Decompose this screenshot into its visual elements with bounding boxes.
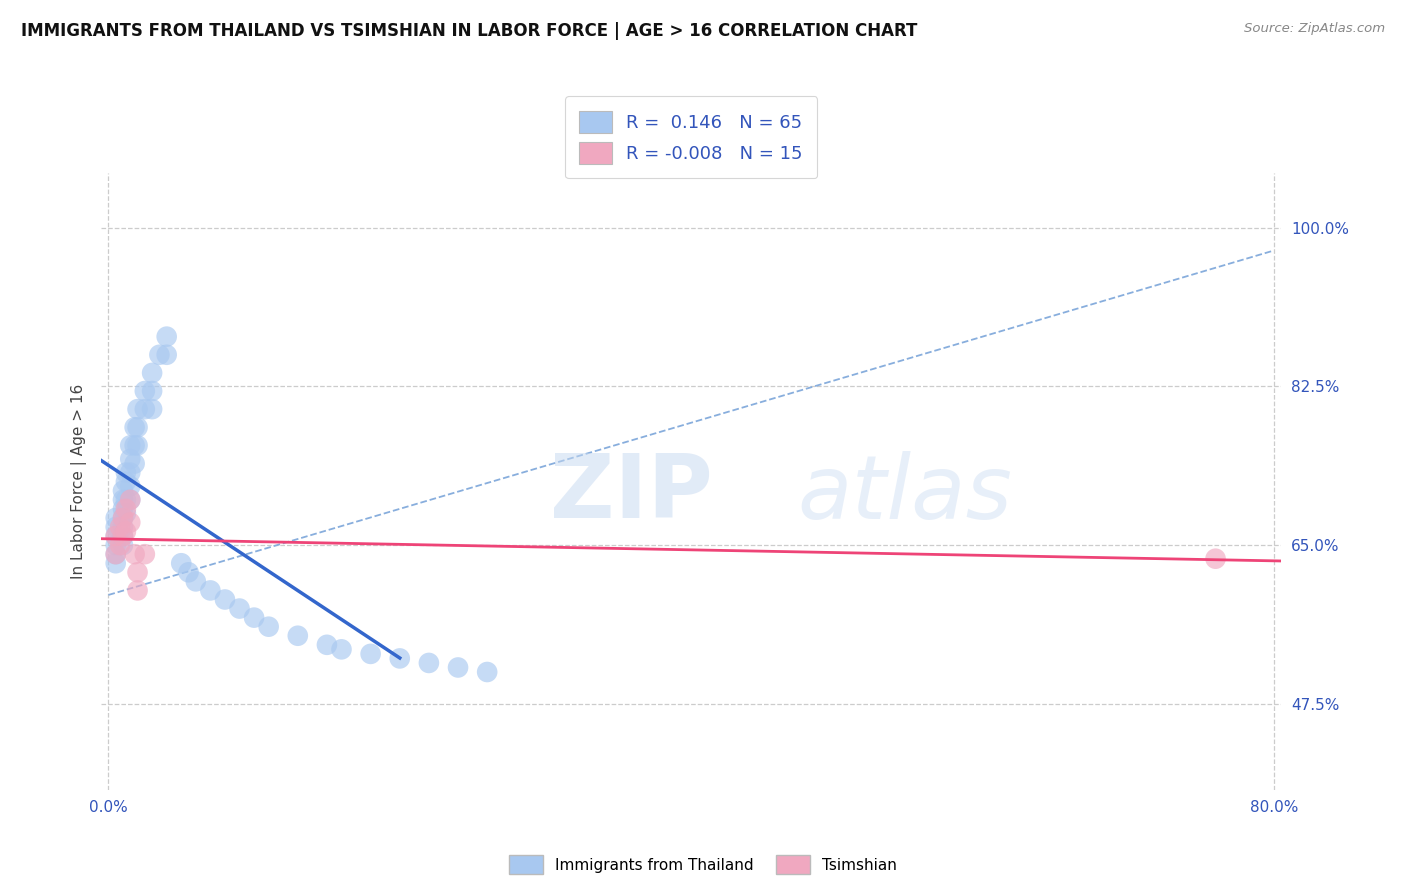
Point [111,529,134,543]
Point [111,538,134,552]
Point [111,520,134,534]
Point [111,501,134,516]
Point [115,466,138,480]
Point [124,438,146,452]
Point [156,329,179,343]
Point [316,638,339,652]
Point [228,601,250,615]
Point [170,556,193,570]
Point [141,402,163,417]
Point [214,592,236,607]
Point [177,566,200,580]
Point [111,511,134,525]
Point [108,520,131,534]
Point [111,492,134,507]
Point [1205,551,1227,566]
Point [115,524,138,539]
Point [124,457,146,471]
Point [111,483,134,498]
Point [447,660,470,674]
Text: atlas: atlas [797,451,1012,537]
Point [127,438,149,452]
Point [120,479,142,493]
Point [104,511,127,525]
Point [200,583,222,598]
Point [124,547,146,561]
Point [141,384,163,398]
Point [141,366,163,380]
Point [120,516,142,530]
Point [115,501,138,516]
Point [360,647,382,661]
Point [156,348,179,362]
Point [104,529,127,543]
Point [111,529,134,543]
Point [124,420,146,434]
Point [127,420,149,434]
Point [108,538,131,552]
Point [111,511,134,525]
Point [115,475,138,489]
Point [104,529,127,543]
Text: ZIP: ZIP [550,450,713,538]
Point [104,547,127,561]
Point [388,651,411,665]
Y-axis label: In Labor Force | Age > 16: In Labor Force | Age > 16 [72,384,87,579]
Point [127,566,149,580]
Point [475,665,498,679]
Point [127,583,149,598]
Point [134,547,156,561]
Point [104,556,127,570]
Point [104,547,127,561]
Point [148,348,170,362]
Point [287,629,309,643]
Point [120,492,142,507]
Point [418,656,440,670]
Point [243,610,266,624]
Point [120,492,142,507]
Point [115,492,138,507]
Point [257,620,280,634]
Point [104,538,127,552]
Text: Source: ZipAtlas.com: Source: ZipAtlas.com [1244,22,1385,36]
Point [120,438,142,452]
Point [104,520,127,534]
Point [134,402,156,417]
Point [115,507,138,521]
Legend: R =  0.146   N = 65, R = -0.008   N = 15: R = 0.146 N = 65, R = -0.008 N = 15 [565,96,817,178]
Point [330,642,353,657]
Text: IMMIGRANTS FROM THAILAND VS TSIMSHIAN IN LABOR FORCE | AGE > 16 CORRELATION CHAR: IMMIGRANTS FROM THAILAND VS TSIMSHIAN IN… [21,22,918,40]
Point [134,384,156,398]
Legend: Immigrants from Thailand, Tsimshian: Immigrants from Thailand, Tsimshian [503,849,903,880]
Point [120,466,142,480]
Point [127,402,149,417]
Point [184,574,207,589]
Point [120,452,142,467]
